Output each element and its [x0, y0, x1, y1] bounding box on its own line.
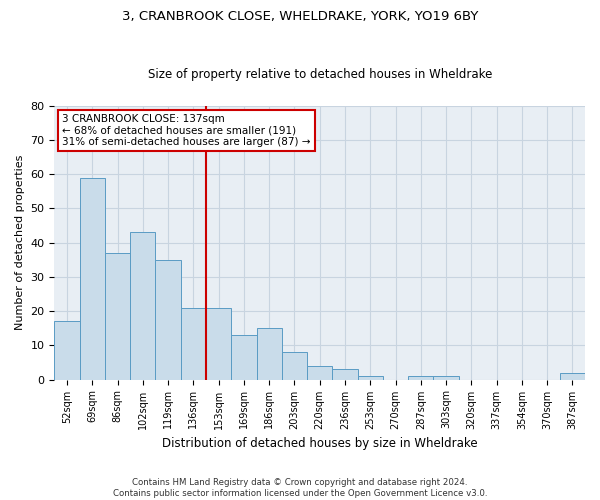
Bar [80, 178, 105, 380]
Bar [231, 335, 257, 380]
Bar [105, 253, 130, 380]
Bar [257, 328, 282, 380]
Bar [332, 370, 358, 380]
Text: Contains HM Land Registry data © Crown copyright and database right 2024.
Contai: Contains HM Land Registry data © Crown c… [113, 478, 487, 498]
Text: 3 CRANBROOK CLOSE: 137sqm
← 68% of detached houses are smaller (191)
31% of semi: 3 CRANBROOK CLOSE: 137sqm ← 68% of detac… [62, 114, 311, 147]
Bar [155, 260, 181, 380]
Bar [181, 308, 206, 380]
Bar [358, 376, 383, 380]
X-axis label: Distribution of detached houses by size in Wheldrake: Distribution of detached houses by size … [162, 437, 478, 450]
Bar [282, 352, 307, 380]
Y-axis label: Number of detached properties: Number of detached properties [15, 155, 25, 330]
Bar [307, 366, 332, 380]
Text: 3, CRANBROOK CLOSE, WHELDRAKE, YORK, YO19 6BY: 3, CRANBROOK CLOSE, WHELDRAKE, YORK, YO1… [122, 10, 478, 23]
Bar [130, 232, 155, 380]
Bar [206, 308, 231, 380]
Bar [55, 322, 80, 380]
Bar [560, 372, 585, 380]
Bar [433, 376, 458, 380]
Title: Size of property relative to detached houses in Wheldrake: Size of property relative to detached ho… [148, 68, 492, 81]
Bar [408, 376, 433, 380]
